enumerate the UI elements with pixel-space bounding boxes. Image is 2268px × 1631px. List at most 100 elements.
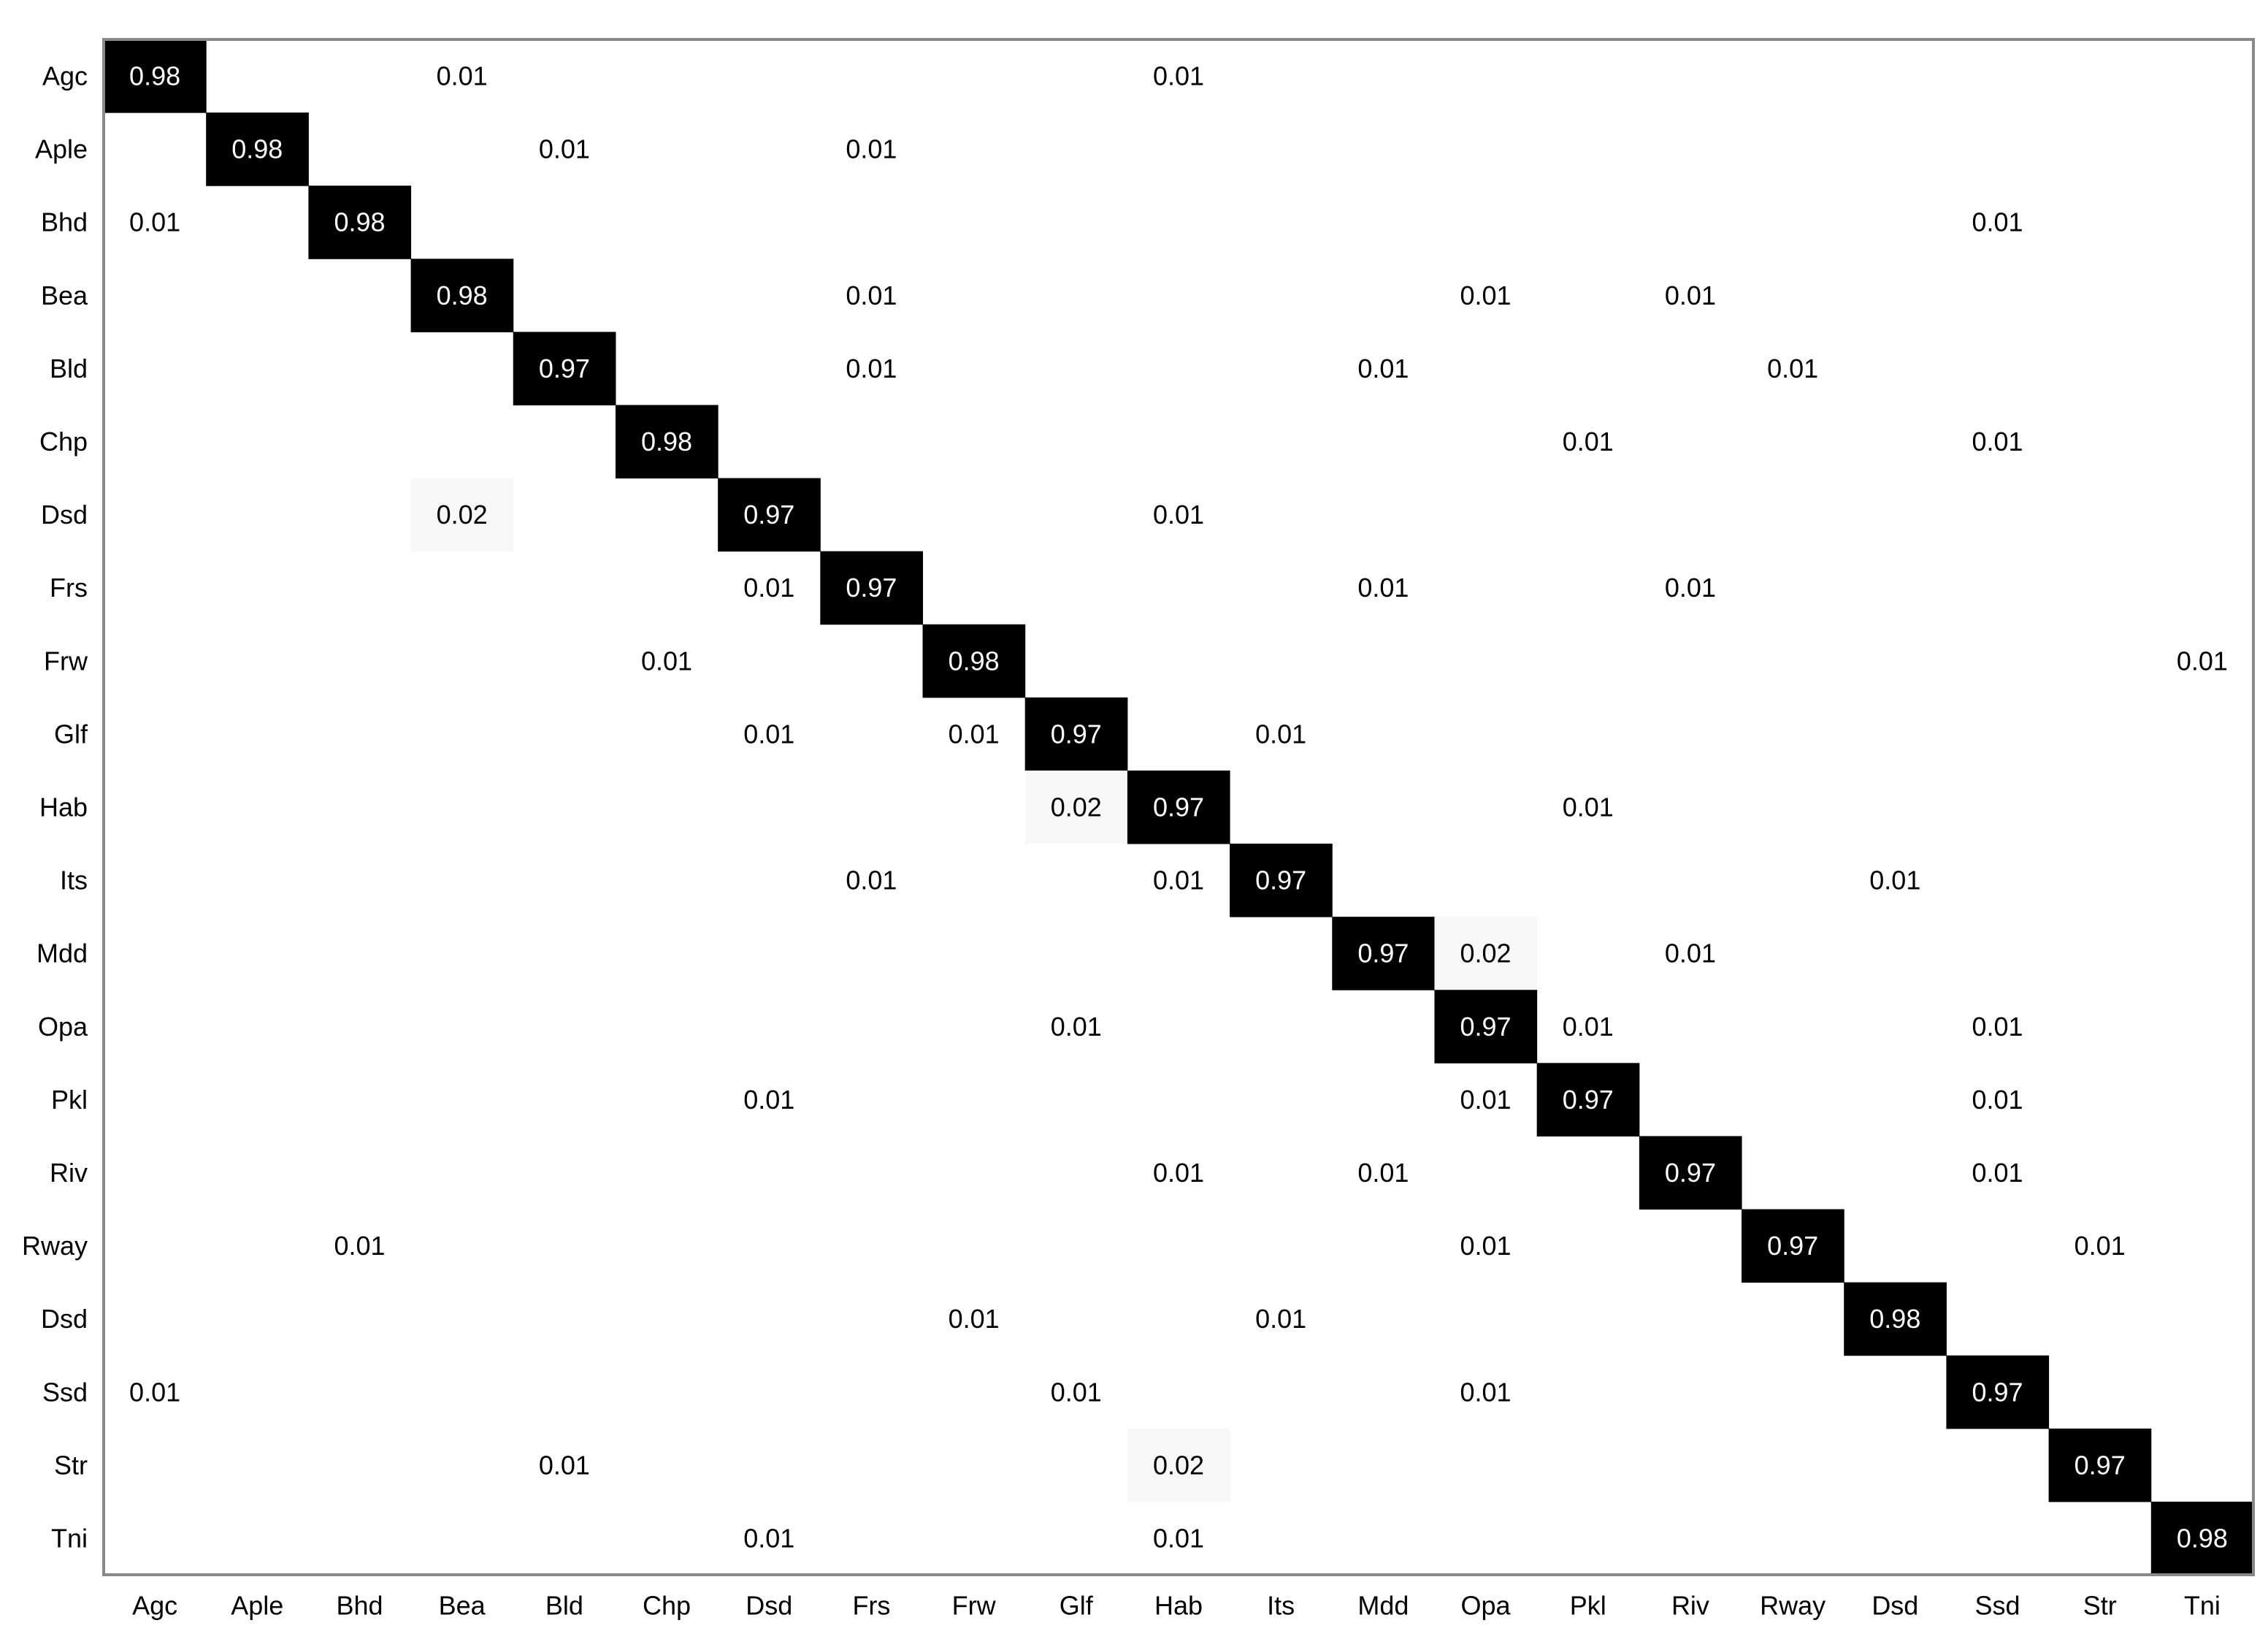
row-label: Opa: [38, 1012, 88, 1042]
cell-value-label: 0.01: [129, 1377, 180, 1407]
cell-r6-c6: [718, 478, 821, 552]
cell-value-label: 0.01: [743, 719, 794, 749]
cell-r20-c20: [2150, 1501, 2254, 1575]
column-label: Opa: [1461, 1591, 1512, 1621]
column-labels: Agc Aple Bhd Bea Bld Chp Dsd Frs Frw Glf Hab Its Mdd…: [132, 1591, 2221, 1621]
cell-r0-c0: [104, 39, 207, 113]
cell-value-label: 0.98: [334, 207, 385, 237]
column-label: Frw: [952, 1591, 997, 1621]
cell-value-label: 0.01: [1563, 792, 1614, 822]
row-label: Tni: [51, 1523, 88, 1553]
cell-r18-c18: [1946, 1355, 2050, 1429]
column-label: Dsd: [1872, 1591, 1918, 1621]
cell-r14-c14: [1536, 1063, 1640, 1137]
cell-value-label: 0.01: [743, 1085, 794, 1115]
cell-r19-c10: [1127, 1428, 1230, 1502]
row-label: Bea: [41, 280, 88, 310]
column-label: Bhd: [336, 1591, 383, 1621]
cell-value-label: 0.97: [1255, 866, 1306, 895]
cell-value-label: 0.97: [1665, 1158, 1716, 1188]
column-label: Pkl: [1570, 1591, 1606, 1621]
cell-value-label: 0.97: [1357, 939, 1409, 969]
column-label: Dsd: [746, 1591, 792, 1621]
cell-r1-c1: [206, 112, 309, 186]
cell-r3-c3: [410, 259, 514, 332]
cell-value-label: 0.01: [129, 207, 180, 237]
cell-value-label: 0.97: [846, 573, 897, 603]
row-label: Bhd: [41, 207, 88, 237]
cell-value-label: 0.01: [1563, 427, 1614, 457]
cell-value-label: 0.01: [846, 134, 897, 164]
cell-value-label: 0.01: [846, 354, 897, 383]
column-label: Rway: [1760, 1591, 1825, 1621]
cell-r12-c13: [1434, 917, 1538, 990]
cell-r12-c12: [1332, 917, 1435, 990]
cell-value-label: 0.01: [1972, 427, 2023, 457]
column-label: Riv: [1671, 1591, 1709, 1621]
cell-value-label: 0.01: [1153, 61, 1204, 91]
cell-value-label: 0.01: [1460, 1377, 1512, 1407]
row-label: Dsd: [41, 1304, 88, 1334]
cell-value-label: 0.97: [1563, 1085, 1614, 1115]
row-label: Aple: [35, 134, 88, 164]
cell-r16-c16: [1742, 1209, 1844, 1283]
row-label: Its: [60, 866, 88, 895]
row-label: Chp: [39, 427, 88, 457]
cell-value-label: 0.01: [1460, 280, 1512, 310]
cell-value-label: 0.01: [1972, 207, 2023, 237]
cell-value-label: 0.01: [1153, 1158, 1204, 1188]
cell-r15-c15: [1639, 1136, 1742, 1210]
cell-value-label: 0.97: [1972, 1377, 2023, 1407]
cell-r13-c13: [1434, 990, 1538, 1063]
cell-value-label: 0.01: [1972, 1158, 2023, 1188]
column-label: Mdd: [1357, 1591, 1409, 1621]
value-labels: 0.98 0.01 0.01 0.98 0.01 0.01 0.01 0.98 0.01 0.98…: [129, 61, 2228, 1554]
cell-value-label: 0.01: [1153, 866, 1204, 895]
cell-value-label: 0.01: [1357, 573, 1409, 603]
row-label: Pkl: [51, 1085, 88, 1115]
column-label: Aple: [231, 1591, 283, 1621]
cell-r7-c7: [820, 551, 924, 625]
cell-value-label: 0.01: [1460, 1085, 1512, 1115]
cell-r17-c17: [1844, 1282, 1947, 1356]
cell-value-label: 0.98: [231, 134, 283, 164]
cell-value-label: 0.98: [129, 61, 180, 91]
row-label: Str: [54, 1450, 88, 1480]
plot-frame: [102, 38, 2255, 1576]
cell-value-label: 0.97: [2074, 1450, 2126, 1480]
cell-value-label: 0.98: [2177, 1523, 2228, 1553]
cell-value-label: 0.01: [539, 1450, 590, 1480]
cell-value-label: 0.01: [437, 61, 488, 91]
cell-r9-c9: [1024, 697, 1128, 771]
cell-value-label: 0.01: [2074, 1231, 2126, 1261]
cell-r8-c8: [922, 624, 1026, 698]
column-label: Hab: [1154, 1591, 1203, 1621]
column-label: Its: [1267, 1591, 1295, 1621]
row-label: Frw: [44, 646, 88, 676]
column-label: Ssd: [1974, 1591, 2020, 1621]
cell-value-label: 0.01: [1255, 1304, 1306, 1334]
row-labels: Agc Aple Bhd Bea Bld Chp Dsd Frs Frw Glf Hab Its Mdd…: [22, 61, 88, 1554]
cell-value-label: 0.01: [743, 1523, 794, 1553]
cell-value-label: 0.01: [1972, 1085, 2023, 1115]
cell-value-label: 0.01: [1665, 939, 1716, 969]
row-label: Glf: [54, 719, 88, 749]
row-label: Hab: [39, 792, 88, 822]
cell-value-label: 0.01: [1051, 1377, 1102, 1407]
column-label: Agc: [132, 1591, 177, 1621]
cell-r19-c19: [2048, 1428, 2152, 1502]
cell-value-label: 0.02: [437, 500, 488, 530]
column-label: Str: [2083, 1591, 2117, 1621]
cell-value-label: 0.98: [437, 280, 488, 310]
cell-r10-c10: [1127, 770, 1230, 844]
cell-value-label: 0.01: [1869, 866, 1920, 895]
cell-value-label: 0.01: [1563, 1012, 1614, 1042]
row-label: Agc: [42, 61, 88, 91]
row-label: Rway: [22, 1231, 88, 1261]
row-label: Riv: [50, 1158, 88, 1188]
cell-value-label: 0.01: [949, 1304, 1000, 1334]
cell-value-label: 0.97: [1153, 792, 1204, 822]
row-label: Ssd: [42, 1377, 88, 1407]
cell-r5-c5: [615, 405, 719, 479]
